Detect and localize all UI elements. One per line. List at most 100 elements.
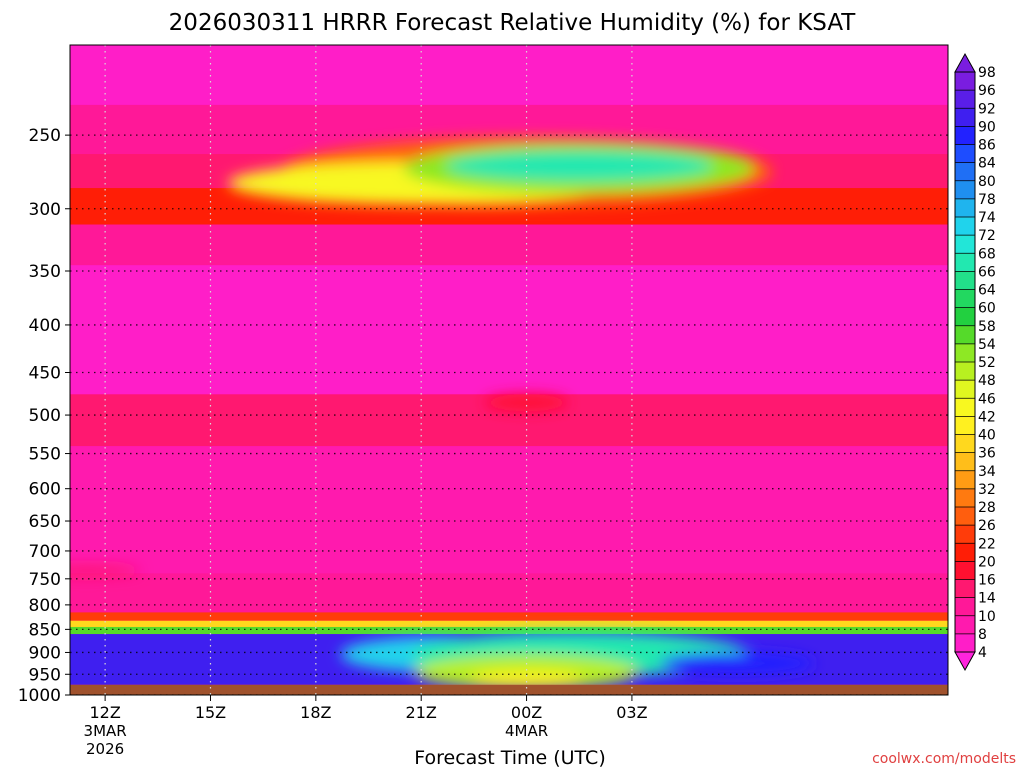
y-tick-label-550: 550	[29, 445, 61, 465]
y-tick-label-300: 300	[29, 200, 61, 220]
y-tick-label-250: 250	[29, 126, 61, 146]
colorbar-top-arrow	[954, 52, 976, 73]
y-tick-label-600: 600	[29, 480, 61, 500]
plot-frame	[69, 44, 949, 696]
colorbar-label-46: 46	[978, 391, 996, 407]
colorbar-label-60: 60	[978, 301, 996, 317]
plot-area	[70, 45, 948, 695]
colorbar-cell-84	[955, 162, 975, 182]
humidity-feature-5	[70, 565, 141, 577]
colorbar-label-4: 4	[978, 645, 987, 661]
colorbar-cell-42	[955, 416, 975, 435]
colorbar-label-54: 54	[978, 337, 996, 353]
x-tick-sublabel-2026: 2026	[86, 740, 124, 758]
colorbar-label-10: 10	[978, 609, 996, 625]
colorbar-label-34: 34	[978, 464, 996, 480]
y-tick-label-350: 350	[29, 262, 61, 282]
colorbar-cell-32	[955, 488, 975, 508]
colorbar-cell-36	[955, 452, 975, 472]
colorbar-cell-48	[955, 380, 975, 399]
humidity-feature-10	[660, 652, 815, 675]
colorbar-cell-58	[955, 325, 975, 345]
colorbar-label-28: 28	[978, 500, 996, 516]
y-tick-label-950: 950	[29, 665, 61, 685]
colorbar-label-90: 90	[978, 119, 996, 135]
humidity-band-4	[70, 224, 948, 266]
colorbar-cell-26	[955, 525, 975, 544]
colorbar-cell-8	[955, 633, 975, 653]
watermark: coolwx.com/modelts	[872, 751, 1016, 767]
colorbar-label-22: 22	[978, 536, 996, 552]
x-tick-label-00Z: 00Z	[511, 703, 542, 722]
humidity-band-5	[70, 265, 948, 395]
y-axis: 250 300 350 400 450 500 550 600 650 700 750 800 850 9…	[18, 126, 70, 706]
y-tick-label-450: 450	[29, 364, 61, 384]
colorbar-cell-40	[955, 434, 975, 454]
colorbar-cell-16	[955, 579, 975, 599]
y-tick-label-900: 900	[29, 643, 61, 663]
colorbar-cell-78	[955, 198, 975, 218]
humidity-feature-9	[470, 670, 583, 687]
colorbar-label-72: 72	[978, 228, 996, 244]
humidity-band-0	[70, 45, 948, 105]
x-tick-label-03Z: 03Z	[616, 703, 647, 722]
y-tick-label-500: 500	[29, 406, 61, 426]
colorbar-cell-86	[955, 144, 975, 164]
colorbar-cell-14	[955, 597, 975, 617]
humidity-band-7	[70, 446, 948, 574]
colorbar-label-96: 96	[978, 83, 996, 99]
colorbar-label-40: 40	[978, 428, 996, 444]
x-tick-label-21Z: 21Z	[406, 703, 437, 722]
humidity-band-11	[70, 626, 948, 635]
y-tick-label-1000: 1000	[18, 686, 61, 706]
y-tick-label-400: 400	[29, 316, 61, 336]
y-tick-label-750: 750	[29, 570, 61, 590]
colorbar-cell-68	[955, 253, 975, 272]
colorbar-cell-20	[955, 561, 975, 580]
colorbar-cell-72	[955, 235, 975, 254]
y-tick-label-800: 800	[29, 596, 61, 616]
colorbar-label-98: 98	[978, 65, 996, 81]
colorbar-label-92: 92	[978, 101, 996, 117]
colorbar-label-14: 14	[978, 591, 996, 607]
x-tick-label-15Z: 15Z	[195, 703, 226, 722]
chart-title: 2026030311 HRRR Forecast Relative Humidi…	[169, 10, 857, 36]
colorbar: 9896929086848078747268666460585452484642…	[954, 52, 996, 672]
colorbar-label-32: 32	[978, 482, 996, 498]
colorbar-label-42: 42	[978, 409, 996, 425]
colorbar-label-48: 48	[978, 373, 996, 389]
colorbar-label-8: 8	[978, 627, 987, 643]
colorbar-cell-92	[955, 108, 975, 127]
colorbar-cell-74	[955, 217, 975, 236]
colorbar-cell-90	[955, 126, 975, 145]
colorbar-cell-60	[955, 307, 975, 327]
colorbar-label-64: 64	[978, 283, 996, 299]
humidity-band-10	[70, 620, 948, 627]
colorbar-cell-96	[955, 90, 975, 109]
colorbar-label-58: 58	[978, 319, 996, 335]
colorbar-cell-52	[955, 362, 975, 381]
colorbar-label-80: 80	[978, 174, 996, 190]
colorbar-cell-80	[955, 180, 975, 200]
colorbar-label-16: 16	[978, 573, 996, 589]
humidity-features	[70, 136, 815, 689]
x-tick-sublabel-3MAR: 3MAR	[84, 722, 127, 740]
humidity-feature-3	[445, 150, 713, 181]
colorbar-cell-10	[955, 615, 975, 635]
colorbar-cell-66	[955, 271, 975, 290]
colorbar-cell-46	[955, 398, 975, 417]
x-axis-label: Forecast Time (UTC)	[414, 747, 605, 768]
humidity-band-9	[70, 612, 948, 621]
colorbar-label-86: 86	[978, 138, 996, 154]
colorbar-label-84: 84	[978, 156, 996, 172]
colorbar-label-78: 78	[978, 192, 996, 208]
colorbar-label-74: 74	[978, 210, 996, 226]
colorbar-label-68: 68	[978, 246, 996, 262]
x-tick-sublabel-4MAR: 4MAR	[505, 722, 548, 740]
y-tick-label-650: 650	[29, 512, 61, 532]
colorbar-cell-34	[955, 470, 975, 490]
colorbar-cell-54	[955, 343, 975, 363]
x-tick-label-18Z: 18Z	[300, 703, 331, 722]
